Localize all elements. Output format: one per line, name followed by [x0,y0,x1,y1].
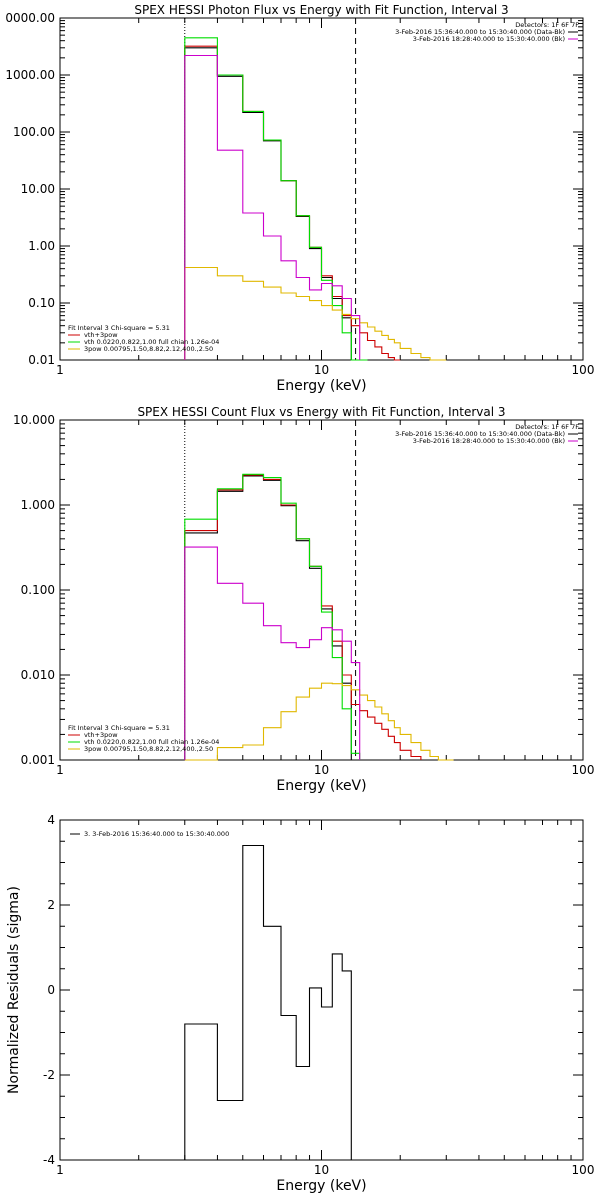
y-tick-label: 0.001 [21,753,55,767]
y-tick-label: 0.01 [28,353,55,367]
y-tick-label: -4 [43,1153,55,1167]
y-tick-label: -2 [43,1068,55,1082]
chart-2: SPEX HESSI Count Flux vs Energy with Fit… [13,405,594,794]
chart-title: SPEX HESSI Count Flux vs Energy with Fit… [137,405,505,419]
chart-title: SPEX HESSI Photon Flux vs Energy with Fi… [134,3,508,17]
legend-entry: 3-Feb-2016 18:28:40.000 to 15:30:40.000 … [413,437,565,445]
x-tick-label: 100 [572,1163,595,1177]
y-tick-label: 2 [47,898,55,912]
y-tick-label: 1.00 [28,239,55,253]
legend-entry: 3-Feb-2016 15:36:40.000 to 15:30:40.000 … [395,430,565,438]
series-line-5 [184,546,361,760]
x-axis-label: Energy (keV) [276,778,366,794]
x-tick-label: 10 [314,763,329,777]
y-tick-label: 1000.00 [5,68,55,82]
x-axis-label: Energy (keV) [276,1178,366,1194]
legend-header: Detectors: 1F 6F 7F [515,21,579,29]
series-line-1 [184,47,352,360]
x-tick-label: 1 [56,763,64,777]
y-tick-label: 0.010 [21,668,55,682]
series-line-2 [184,474,422,760]
y-tick-label: 10.000 [13,413,55,427]
fit-legend-entry: 3pow 0.00795,1.50,8.82,2.12,400.,2.50 [84,745,213,753]
series-line-5 [184,54,361,360]
series-line-3 [184,473,361,760]
x-tick-label: 10 [314,1163,329,1177]
y-tick-label: 0000.00 [5,11,55,25]
series-line-1 [184,475,352,760]
series-line-4 [184,682,454,761]
series-line-4 [184,266,447,361]
y-tick-label: 0.10 [28,296,55,310]
fit-legend-entry: vth 0.0220,0.822,1.00 full chian 1.26e-0… [84,338,219,346]
x-tick-label: 10 [314,363,329,377]
fit-header: Fit Interval 3 Chi-square = 5.31 [68,724,170,732]
y-tick-label: 1.000 [21,498,55,512]
legend-header: Detectors: 1F 6F 7F [515,423,579,431]
chart-1: SPEX HESSI Photon Flux vs Energy with Fi… [5,3,594,394]
legend-entry: 3-Feb-2016 18:28:40.000 to 15:30:40.000 … [413,35,565,43]
y-tick-label: 0.100 [21,583,55,597]
fit-header: Fit Interval 3 Chi-square = 5.31 [68,324,170,332]
fit-legend-entry: vth+3pow [84,331,118,339]
fit-legend-entry: vth+3pow [84,731,118,739]
series-line-3 [184,37,368,361]
y-tick-label: 100.00 [13,125,55,139]
x-tick-label: 1 [56,363,64,377]
x-tick-label: 100 [572,363,595,377]
fit-legend-entry: vth 0.0220,0.822,1.00 full chian 1.26e-0… [84,738,219,746]
fit-legend-entry: 3pow 0.00795,1.50,8.82,2.12,400.,2.50 [84,345,213,353]
y-tick-label: 0 [47,983,55,997]
x-tick-label: 1 [56,1163,64,1177]
y-tick-label: 4 [47,813,55,827]
y-axis-label: Normalized Residuals (sigma) [6,886,22,1094]
chart-3: 1 10 100 Energy (keV) -4 -2 0 2 4 Normalized Resi… [6,813,594,1194]
x-axis-label: Energy (keV) [276,378,366,394]
series-line-1 [184,844,352,1160]
legend-entry: 3-Feb-2016 15:36:40.000 to 15:30:40.000 … [395,28,565,36]
x-tick-label: 100 [572,763,595,777]
legend-entry: 3. 3-Feb-2016 15:36:40.000 to 15:30:40.0… [84,830,229,838]
y-tick-label: 10.00 [21,182,55,196]
plot-frame [59,17,584,361]
